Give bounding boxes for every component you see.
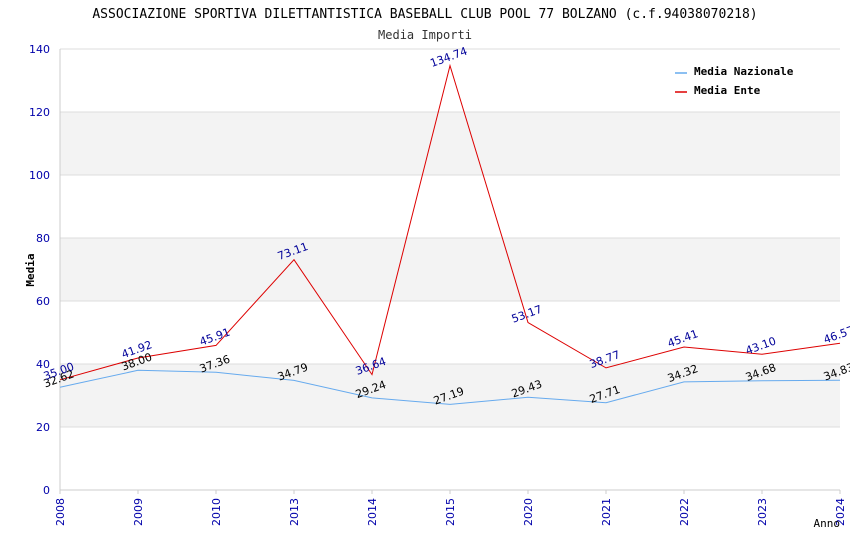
y-tick-label: 0 (43, 484, 50, 497)
y-tick-label: 120 (29, 106, 50, 119)
data-label-media-ente-2020: 53.17 (510, 303, 544, 326)
grid-band (60, 364, 840, 427)
legend-label-media-ente: Media Ente (694, 84, 761, 97)
x-tick-label-2021: 2021 (600, 498, 613, 526)
y-axis-label: Media (24, 253, 37, 286)
y-tick-label: 140 (29, 43, 50, 56)
x-tick-label-2015: 2015 (444, 498, 457, 526)
series-line-media-ente (59, 63, 841, 381)
x-axis-label: Anno (814, 517, 841, 530)
series-line-media-nazionale (59, 369, 841, 405)
axes: 0 20 40 60 80 100 120 140 2008 2009 2010 2013 2014 20… (29, 43, 847, 526)
x-tick-label-2014: 2014 (366, 498, 379, 526)
grid-bands (60, 48, 840, 491)
data-label-media-ente-2022: 45.41 (666, 327, 700, 350)
data-label-media-ente-2015: 134.74 (428, 45, 469, 70)
x-tick-label-2024: 2024 (834, 498, 847, 526)
x-tick-label-2023: 2023 (756, 498, 769, 526)
chart-title: ASSOCIAZIONE SPORTIVA DILETTANTISTICA BA… (92, 7, 757, 22)
x-tick-label-2013: 2013 (288, 498, 301, 526)
y-tick-label: 100 (29, 169, 50, 182)
y-tick-label: 20 (36, 421, 50, 434)
x-tick-label-2022: 2022 (678, 498, 691, 526)
x-tick-label-2009: 2009 (132, 498, 145, 526)
grid-band (60, 112, 840, 175)
chart-subtitle: Media Importi (378, 28, 472, 42)
series-lines (59, 63, 841, 405)
x-tick-label-2010: 2010 (210, 498, 223, 526)
x-tick-label-2008: 2008 (54, 498, 67, 526)
legend: Media Nazionale Media Ente (675, 65, 794, 97)
y-tick-label: 80 (36, 232, 50, 245)
data-label-media-ente-2024: 46.57 (822, 324, 850, 347)
y-tick-label: 60 (36, 295, 50, 308)
y-tick-label: 40 (36, 358, 50, 371)
legend-label-media-nazionale: Media Nazionale (694, 65, 794, 78)
x-tick-label-2020: 2020 (522, 498, 535, 526)
grid-band (60, 238, 840, 301)
